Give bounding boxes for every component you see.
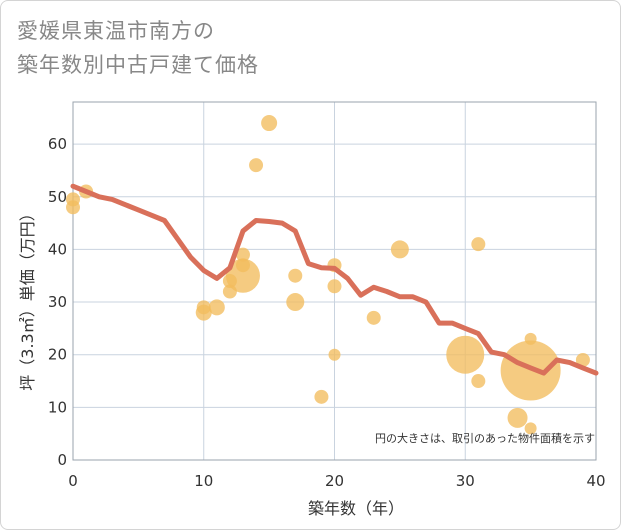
bubble-point [390,240,409,259]
bubble-point [575,352,590,367]
x-tick-label: 30 [456,472,475,490]
y-ticks: 0 10 20 30 40 50 60 [48,135,67,469]
x-axis-label: 築年数（年） [308,499,404,518]
x-tick-label: 40 [586,472,605,490]
bubble-point [225,258,260,293]
bubble-point [288,268,303,283]
y-tick-label: 20 [48,346,67,364]
bubble-point [446,335,485,374]
y-tick-label: 30 [48,293,67,311]
bubbles [66,115,590,435]
bubble-point [327,279,342,294]
trend-line [70,183,599,376]
y-tick-label: 0 [57,451,67,469]
chart-title-line1: 愛媛県東温市南方の [17,19,215,43]
bubble-point [524,422,537,435]
bubble-point [249,158,264,173]
y-tick-label: 40 [48,240,67,258]
chart-title: 愛媛県東温市南方の 築年数別中古戸建て価格 [17,14,259,82]
bubble-point [471,374,486,389]
bubble-point [261,115,278,132]
x-ticks: 0 10 20 30 40 [68,472,605,490]
bubble-point [196,300,211,315]
size-note: 円の大きさは、取引のあった物件面積を示す [375,431,595,445]
bubble-point [286,293,305,312]
bubble-point [235,258,250,273]
y-axis-label: 坪（3.3㎡）単価（万円） [18,205,37,390]
bubble-point [507,407,528,428]
bubble-point [471,237,486,252]
y-tick-label: 60 [48,135,67,153]
bubble-point [328,348,341,361]
y-tick-label: 50 [48,188,67,206]
bubble-point [66,192,80,207]
bubble-point [366,310,381,325]
x-tick-label: 20 [325,472,344,490]
x-tick-label: 10 [194,472,213,490]
x-tick-label: 0 [68,472,78,490]
y-tick-label: 10 [48,398,67,416]
bubble-point [208,299,225,316]
bubble-point [314,389,329,404]
bubble-point [235,247,250,262]
chart-title-line2: 築年数別中古戸建て価格 [17,53,259,77]
plot-border [72,101,597,461]
